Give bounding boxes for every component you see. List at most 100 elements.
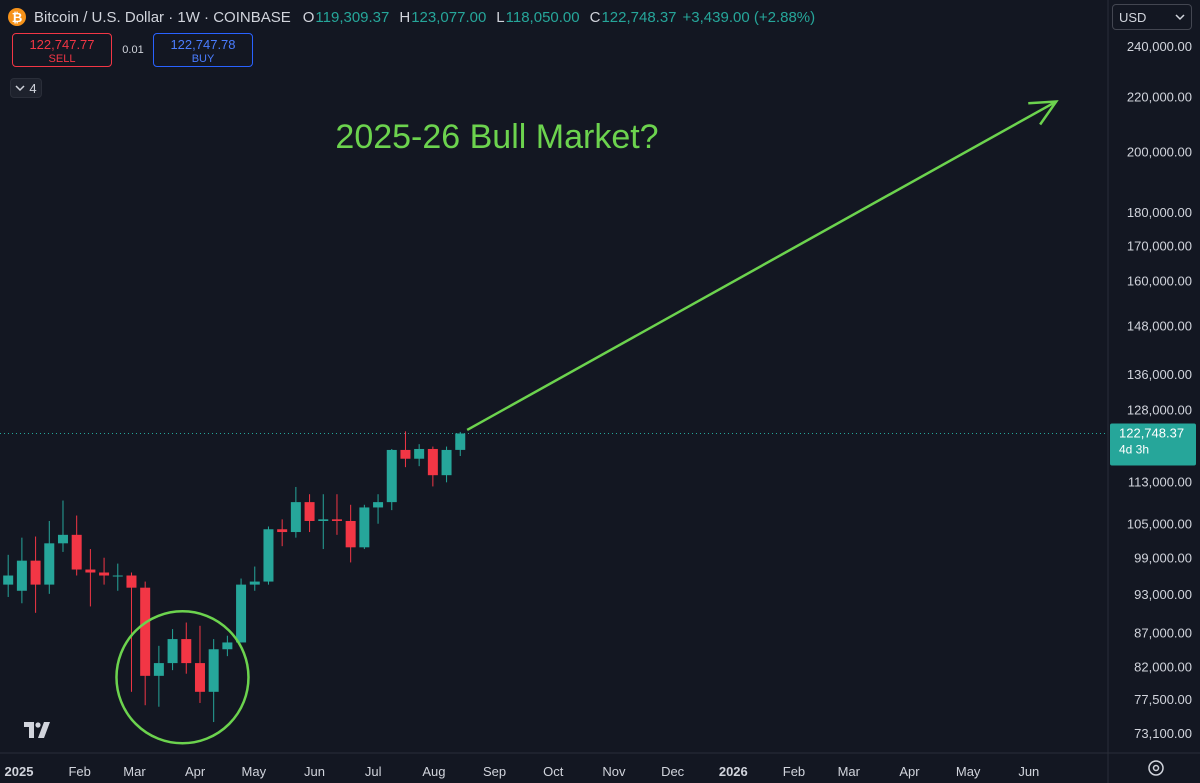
candle-body: [181, 639, 192, 664]
sell-button[interactable]: 122,747.77 SELL: [12, 33, 112, 67]
x-tick-label: Mar: [123, 764, 146, 779]
y-tick-label: 170,000.00: [1127, 238, 1192, 253]
candle-body: [331, 519, 342, 521]
candle-body: [30, 560, 41, 585]
chevron-down-icon: [15, 85, 25, 92]
buy-price: 122,747.78: [170, 37, 236, 52]
y-tick-label: 160,000.00: [1127, 273, 1192, 288]
candle-body: [386, 449, 397, 503]
candle-body: [71, 534, 82, 570]
trend-arrow-head: [1028, 100, 1059, 126]
x-tick-label: Mar: [838, 764, 861, 779]
last-price-tag: [1110, 423, 1196, 466]
candle-body: [44, 543, 55, 585]
y-tick-label: 99,000.00: [1134, 551, 1192, 566]
last-price-tag-value: 122,748.37: [1119, 425, 1184, 440]
candle-body: [400, 449, 411, 459]
low-value: 118,050.00: [505, 8, 580, 26]
buy-label: BUY: [191, 53, 215, 65]
symbol-header: ₿ Bitcoin / U.S. Dollar · 1W · COINBASE …: [8, 6, 821, 28]
open-label: O: [302, 8, 315, 26]
y-tick-label: 240,000.00: [1127, 39, 1192, 54]
chart-title-annotation: 2025-26 Bull Market?: [335, 118, 658, 156]
candle-body: [126, 575, 137, 588]
y-tick-label: 77,500.00: [1134, 692, 1192, 707]
chevron-down-icon: [1175, 14, 1185, 21]
x-tick-label: Oct: [543, 764, 564, 779]
close-label: C: [589, 8, 601, 26]
y-tick-label: 180,000.00: [1127, 205, 1192, 220]
x-tick-label: Feb: [68, 764, 90, 779]
candle-body: [85, 569, 96, 573]
candle-body: [3, 575, 14, 585]
candle-body: [277, 529, 288, 533]
spread-value: 0.01: [122, 44, 144, 56]
candle-body: [16, 560, 27, 591]
buy-button[interactable]: 122,747.78 BUY: [153, 33, 253, 67]
x-tick-label: 2026: [719, 764, 748, 779]
candle-body: [153, 663, 164, 676]
candle-body: [373, 502, 384, 508]
candle-body: [304, 502, 315, 521]
x-tick-label: May: [956, 764, 981, 779]
candle-body: [359, 507, 370, 548]
last-price-tag-countdown: 4d 3h: [1119, 442, 1149, 456]
candle-body: [57, 534, 68, 544]
high-label: H: [399, 8, 411, 26]
y-tick-label: 105,000.00: [1127, 517, 1192, 532]
x-tick-label: Feb: [783, 764, 805, 779]
currency-select[interactable]: USD: [1112, 4, 1192, 30]
y-tick-label: 73,100.00: [1134, 726, 1192, 741]
y-tick-label: 200,000.00: [1127, 144, 1192, 159]
currency-value: USD: [1119, 9, 1147, 25]
settings-gear-icon[interactable]: [1146, 758, 1166, 778]
candle-body: [345, 520, 356, 548]
x-tick-label: 2025: [5, 764, 34, 779]
candle-body: [414, 448, 425, 459]
x-tick-label: Aug: [422, 764, 445, 779]
x-tick-label: May: [242, 764, 267, 779]
candle-body: [455, 433, 466, 450]
close-value: 122,748.37: [601, 8, 677, 26]
y-tick-label: 82,000.00: [1134, 660, 1192, 675]
sell-label: SELL: [48, 53, 76, 65]
y-tick-label: 136,000.00: [1127, 367, 1192, 382]
candle-body: [208, 649, 219, 692]
trend-arrow-line: [466, 100, 1057, 432]
y-tick-label: 87,000.00: [1134, 625, 1192, 640]
x-tick-label: Jul: [365, 764, 382, 779]
candle-body: [441, 449, 452, 476]
candle-body: [318, 519, 329, 521]
open-value: 119,309.37: [315, 8, 390, 26]
low-label: L: [496, 8, 505, 26]
y-tick-label: 148,000.00: [1127, 318, 1192, 333]
circle-annotation: [115, 610, 250, 745]
y-tick-label: 93,000.00: [1134, 587, 1192, 602]
candle-body: [112, 575, 123, 577]
candle-body: [290, 502, 301, 533]
x-tick-label: Dec: [661, 764, 685, 779]
candle-body: [427, 448, 438, 476]
indicators-toggle-button[interactable]: 4: [10, 78, 42, 98]
change-value: +3,439.00 (+2.88%): [682, 8, 816, 26]
tradingview-logo-icon[interactable]: [24, 722, 50, 738]
candle-body: [236, 584, 247, 643]
sell-price: 122,747.77: [29, 37, 95, 52]
candle-body: [263, 529, 274, 582]
y-tick-label: 220,000.00: [1127, 89, 1192, 104]
bitcoin-icon: ₿: [8, 8, 26, 26]
candle-body: [194, 663, 205, 692]
x-tick-label: Jun: [304, 764, 325, 779]
indicators-count: 4: [29, 80, 37, 96]
symbol-title[interactable]: Bitcoin / U.S. Dollar · 1W · COINBASE: [34, 8, 291, 26]
candle-body: [249, 581, 260, 585]
y-tick-label: 128,000.00: [1127, 402, 1192, 417]
x-tick-label: Sep: [483, 764, 506, 779]
candle-body: [99, 572, 110, 576]
high-value: 123,077.00: [411, 8, 487, 26]
candle-body: [167, 639, 178, 664]
y-tick-label: 113,000.00: [1128, 474, 1192, 489]
x-tick-label: Apr: [899, 764, 920, 779]
candle-body: [140, 587, 151, 676]
